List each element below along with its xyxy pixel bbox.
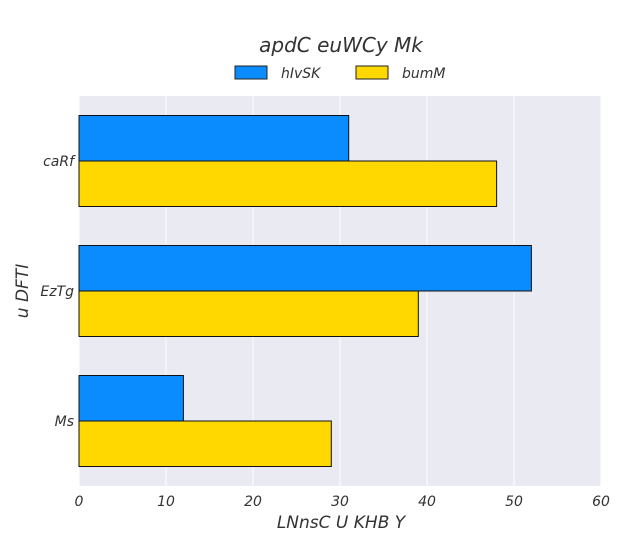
bar-1-3	[78, 375, 184, 422]
bar-1-1	[78, 115, 350, 162]
y-tick-label: EzTg	[40, 284, 74, 300]
x-tick-labels: 0 10 20 30 40 50 60	[75, 494, 610, 510]
bar-2-2	[78, 290, 419, 337]
x-tick-label: 0	[75, 494, 84, 510]
x-tick-label: 30	[331, 494, 349, 510]
x-tick-label: 10	[157, 494, 175, 510]
legend-label-series-2: bumM	[402, 66, 445, 82]
x-tick-label: 60	[592, 494, 610, 510]
y-tick-label: Ms	[55, 414, 74, 430]
x-tick-label: 50	[505, 494, 523, 510]
bar-1-2	[78, 245, 532, 292]
legend: hIvSK bumM	[234, 65, 445, 82]
x-axis-label: LNnsC U KHB Y	[277, 513, 407, 533]
legend-swatch-series-1	[234, 65, 268, 80]
x-tick-label: 20	[244, 494, 262, 510]
y-tick-label: caRf	[43, 154, 76, 170]
y-axis-label: u DFTI	[13, 264, 33, 318]
bar-2-1	[78, 160, 498, 207]
y-tick-labels: caRf EzTg Ms	[40, 154, 76, 430]
x-tick-label: 40	[418, 494, 436, 510]
chart-title: apdC euWCy Mk	[259, 33, 424, 57]
bars	[78, 115, 532, 467]
legend-label-series-1: hIvSK	[281, 66, 322, 82]
bar-2-3	[78, 420, 332, 467]
legend-swatch-series-2	[355, 65, 389, 80]
